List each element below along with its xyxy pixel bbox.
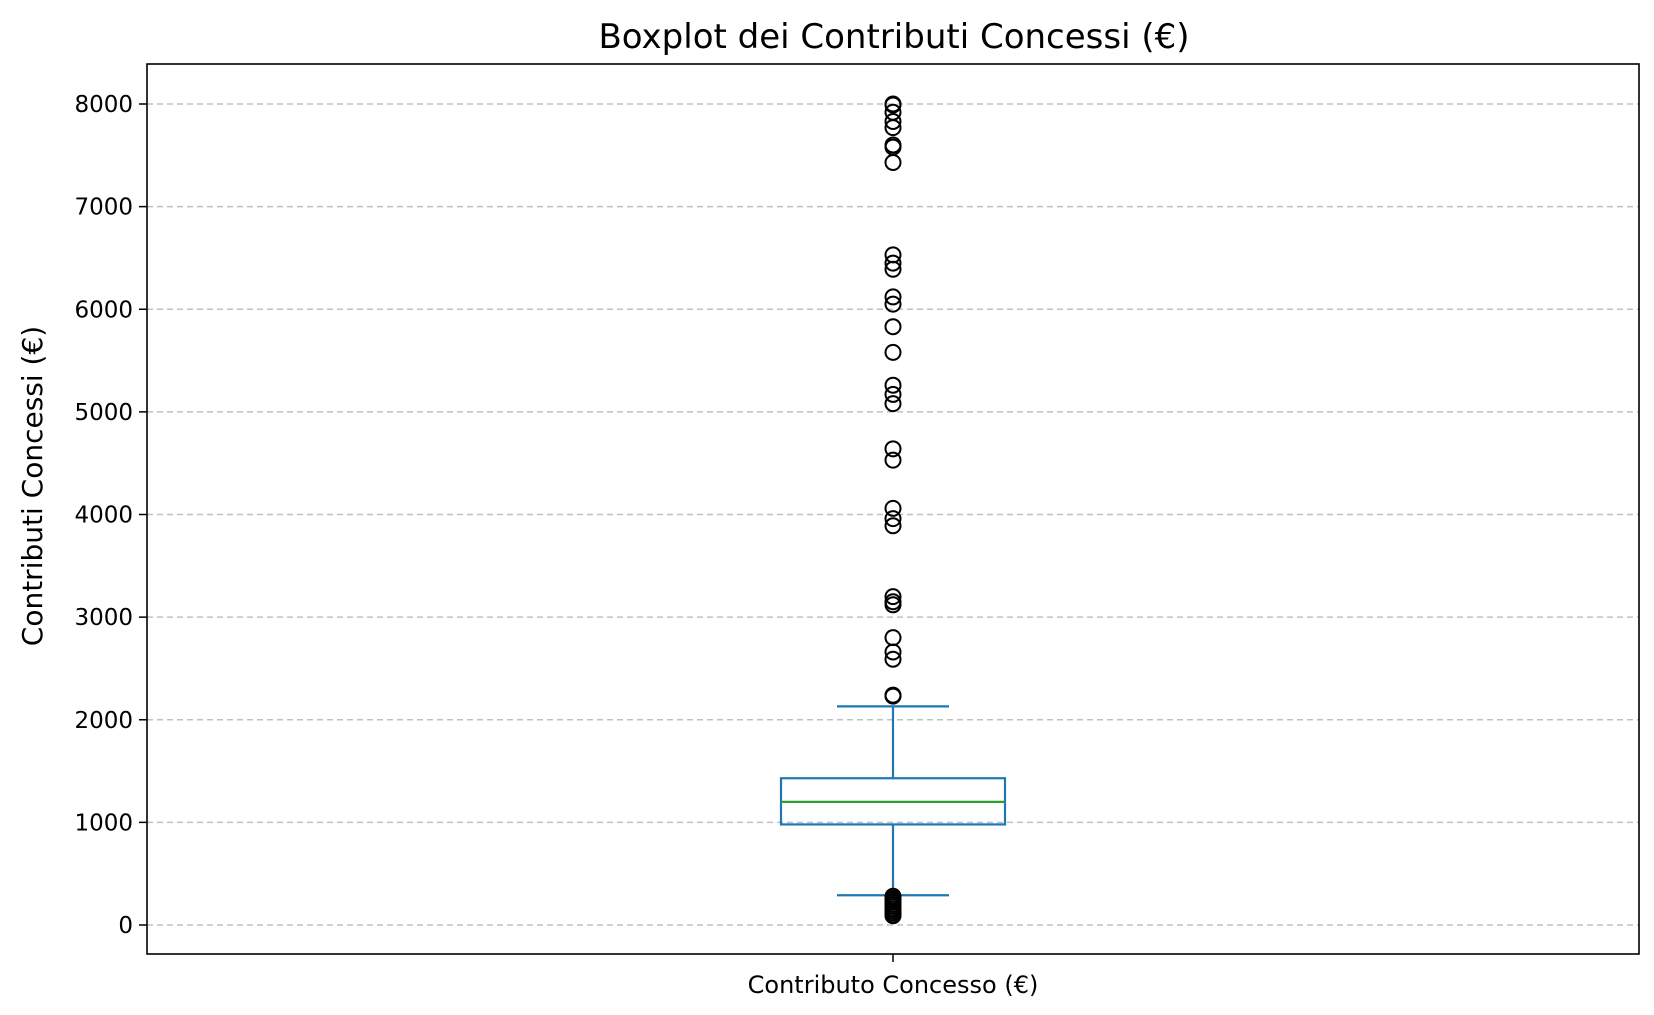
y-tick-label: 3000: [74, 605, 133, 631]
outlier-point: [884, 112, 902, 130]
plot-area: [779, 95, 1007, 925]
outlier-point: [884, 907, 902, 925]
chart-title: Boxplot dei Contributi Concessi (€): [598, 17, 1189, 57]
y-tick-label: 1000: [74, 810, 133, 836]
outlier-point: [884, 260, 902, 278]
outlier-point: [884, 343, 902, 361]
outlier-point: [884, 385, 902, 403]
outlier-point: [884, 517, 902, 535]
y-tick-label: 2000: [74, 708, 133, 734]
outlier-point: [884, 510, 902, 528]
outlier-point: [884, 596, 902, 614]
y-tick-label: 6000: [74, 297, 133, 323]
y-axis-label: Contributi Concessi (€): [16, 326, 49, 646]
y-tick-label: 5000: [74, 400, 133, 426]
outlier-point: [884, 650, 902, 668]
outlier-point: [884, 687, 902, 705]
y-tick-label: 8000: [74, 92, 133, 118]
y-axis: 0 1000 2000 3000 4000 5000 6000 7000 8000: [74, 92, 147, 939]
y-tick-label: 0: [118, 913, 133, 939]
plot-frame: [146, 63, 1640, 955]
outlier-point: [884, 499, 902, 517]
outlier-point: [884, 153, 902, 171]
outlier-point: [884, 588, 902, 606]
y-tick-label: 7000: [74, 195, 133, 221]
outlier-point: [884, 629, 902, 647]
outlier-point: [884, 318, 902, 336]
y-tick-label: 4000: [74, 503, 133, 529]
outlier-point: [884, 119, 902, 137]
outlier-point: [884, 96, 902, 114]
x-axis: Contributo Concesso (€): [748, 954, 1039, 999]
outlier-point: [884, 376, 902, 394]
outlier-point: [884, 440, 902, 458]
outlier-point: [884, 643, 902, 661]
outlier-point: [884, 295, 902, 313]
outlier-point: [884, 451, 902, 469]
x-tick-label: Contributo Concesso (€): [748, 971, 1039, 999]
outlier-point: [884, 254, 902, 272]
outlier-point: [884, 395, 902, 413]
outlier-point: [884, 288, 902, 306]
